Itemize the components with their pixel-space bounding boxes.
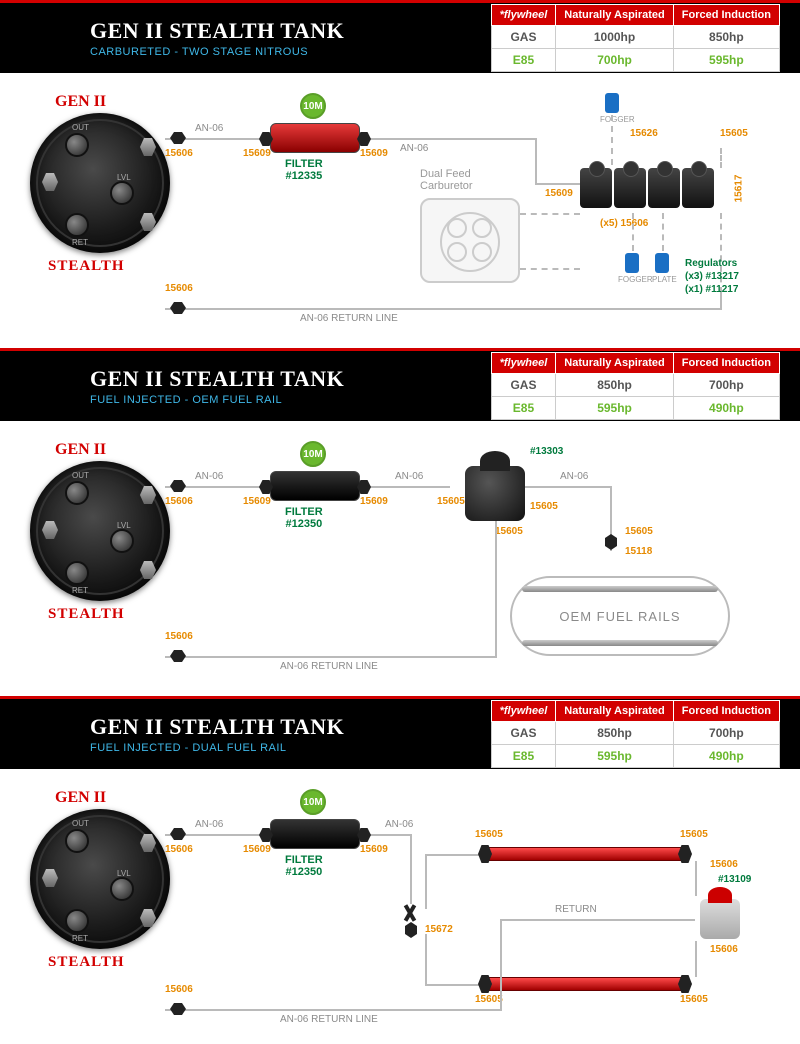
part-number: 15605 — [625, 526, 653, 537]
panel-title: GEN II STEALTH TANK — [90, 18, 491, 44]
td-gas-fi: 850hp — [673, 26, 779, 49]
panel-subtitle: FUEL INJECTED - DUAL FUEL RAIL — [90, 742, 491, 754]
panel-title: GEN II STEALTH TANK — [90, 714, 491, 740]
filter-icon — [270, 123, 360, 153]
part-number: 15606 — [165, 984, 193, 995]
regulator-icon — [465, 466, 525, 521]
part-number: 15605 — [475, 994, 503, 1005]
part-number: 15606 — [165, 283, 193, 294]
regulator-part: #13303 — [530, 446, 563, 457]
an-label: AN-06 — [400, 143, 428, 154]
part-number: 15609 — [243, 496, 271, 507]
part-number: 15606 — [710, 944, 738, 955]
part-number: 15626 — [630, 128, 658, 139]
part-number: 15609 — [243, 844, 271, 855]
part-number: 15118 — [625, 546, 652, 557]
part-number: 15609 — [360, 148, 388, 159]
filter-icon — [270, 819, 360, 849]
diagram: GEN II OUT LVL RET STEALTH AN-06 AN-06 1… — [0, 73, 800, 348]
nozzle-icon — [605, 93, 619, 113]
nozzle-label: PLATE — [652, 275, 677, 284]
th-na: Naturally Aspirated — [556, 5, 673, 26]
header: GEN II STEALTH TANK CARBURETED - TWO STA… — [0, 3, 800, 73]
part-number: 15606 — [165, 844, 193, 855]
regulator-label: (x3) #13217 — [685, 271, 739, 282]
carb-label: Dual Feed Carburetor — [420, 168, 500, 192]
fuel-rail-icon — [485, 977, 685, 991]
part-number: 15609 — [360, 844, 388, 855]
panel-dual-rail: GEN II STEALTH TANK FUEL INJECTED - DUAL… — [0, 696, 800, 1044]
td-gas-na: 1000hp — [556, 26, 673, 49]
nozzle-icon — [625, 253, 639, 273]
part-number: 15605 — [475, 829, 503, 840]
part-number: 15605 — [530, 501, 558, 512]
pump-label-bottom: STEALTH — [48, 258, 125, 275]
part-number: 15609 — [545, 188, 573, 199]
fuel-pump-icon: OUT LVL RET — [30, 809, 170, 949]
filter-icon — [270, 471, 360, 501]
th-fi: Forced Induction — [673, 5, 779, 26]
part-number: 15609 — [243, 148, 271, 159]
part-number: 15672 — [425, 924, 453, 935]
part-number: 15606 — [710, 859, 738, 870]
panel-subtitle: CARBURETED - TWO STAGE NITROUS — [90, 46, 491, 58]
td-e85: E85 — [491, 49, 556, 72]
nozzle-icon — [655, 253, 669, 273]
regulator-part: #13109 — [718, 874, 751, 885]
part-number: 15609 — [360, 496, 388, 507]
th-flywheel: *flywheel — [491, 5, 556, 26]
td-gas: GAS — [491, 26, 556, 49]
part-number: 15605 — [437, 496, 465, 507]
part-number: 15606 — [165, 148, 193, 159]
an-label: AN-06 — [195, 123, 223, 134]
nozzle-label: FOGGER — [618, 275, 653, 284]
filter-badge: 10M — [300, 93, 326, 119]
hp-table: *flywheel Naturally Aspirated Forced Ind… — [491, 700, 780, 768]
fuel-pump-icon: OUT LVL RET — [30, 461, 170, 601]
regulator-label: (x1) #11217 — [685, 284, 738, 295]
an-label: AN-06 RETURN LINE — [300, 313, 398, 324]
regulator-icon — [700, 899, 740, 939]
td-e85-na: 700hp — [556, 49, 673, 72]
diagram: GEN II OUT LVL RET STEALTH AN-06 AN-06 1… — [0, 421, 800, 696]
panel-oem-rail: GEN II STEALTH TANK FUEL INJECTED - OEM … — [0, 348, 800, 696]
nozzle-label: FOGGER — [600, 115, 635, 124]
fuel-rail-icon — [485, 847, 685, 861]
part-number: (x5) 15606 — [600, 218, 648, 229]
fuel-pump-icon: OUT LVL RET — [30, 113, 170, 253]
part-number: 15606 — [165, 631, 193, 642]
hp-table: *flywheel Naturally Aspirated Forced Ind… — [491, 352, 780, 420]
return-label: RETURN — [555, 904, 597, 915]
panel-carbureted: GEN II STEALTH TANK CARBURETED - TWO STA… — [0, 0, 800, 348]
part-number: 15605 — [720, 128, 748, 139]
regulator-label: Regulators — [685, 258, 737, 269]
part-number: 15605 — [680, 994, 708, 1005]
header: GEN II STEALTH TANK FUEL INJECTED - DUAL… — [0, 699, 800, 769]
part-number: 15617 — [733, 175, 744, 203]
td-e85-fi: 595hp — [673, 49, 779, 72]
panel-title: GEN II STEALTH TANK — [90, 366, 491, 392]
pump-label-top: GEN II — [55, 93, 106, 111]
hp-table: *flywheel Naturally Aspirated Forced Ind… — [491, 4, 780, 72]
carburetor-icon — [420, 198, 520, 283]
part-number: 15606 — [165, 496, 193, 507]
panel-subtitle: FUEL INJECTED - OEM FUEL RAIL — [90, 394, 491, 406]
regulators-icon — [580, 168, 714, 208]
filter-label: FILTER#12335 — [285, 158, 323, 182]
diagram: GEN II OUT LVL RET STEALTH AN-06 AN-06 1… — [0, 769, 800, 1044]
part-number: 15605 — [680, 829, 708, 840]
fuel-rails-icon: OEM FUEL RAILS — [510, 576, 730, 656]
part-number: 15605 — [495, 526, 523, 537]
header: GEN II STEALTH TANK FUEL INJECTED - OEM … — [0, 351, 800, 421]
